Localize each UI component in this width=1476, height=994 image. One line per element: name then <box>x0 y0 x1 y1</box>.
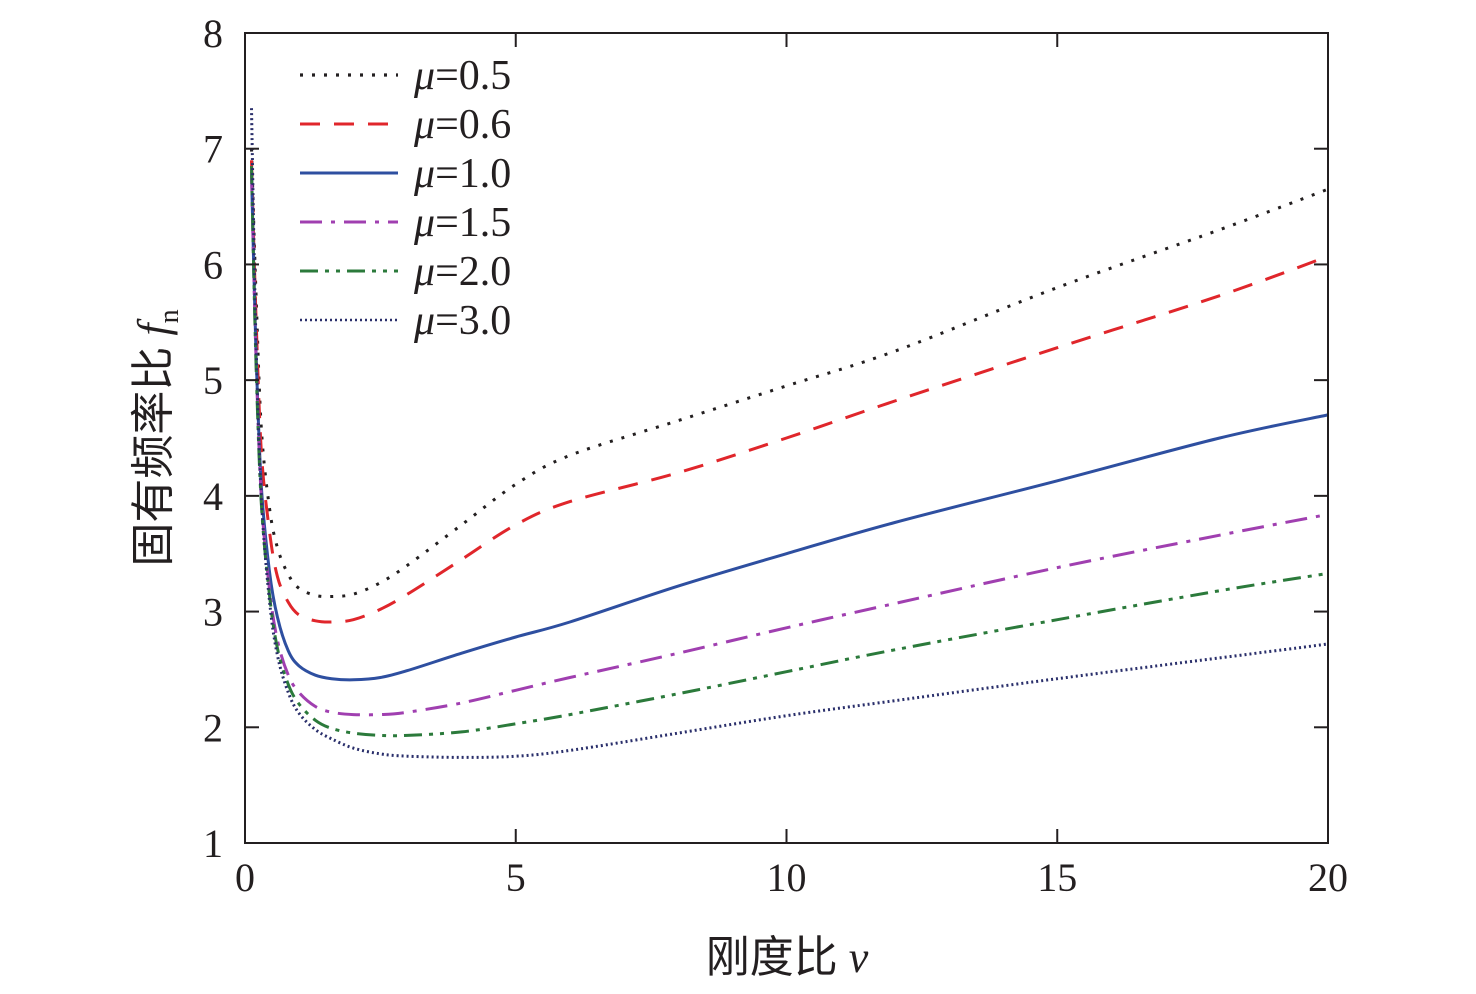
y-tick-labels: 1 2 3 4 5 6 7 8 <box>203 11 223 866</box>
y-tick-label: 3 <box>203 590 223 635</box>
y-tick-label: 7 <box>203 127 223 172</box>
legend: μ=0.5μ=0.6μ=1.0μ=1.5μ=2.0μ=3.0 <box>300 53 511 344</box>
x-tick-label: 20 <box>1308 855 1348 900</box>
y-tick-label: 1 <box>203 821 223 866</box>
y-tick-label: 6 <box>203 242 223 287</box>
y-tick-label: 2 <box>203 705 223 750</box>
series-line-mu-1.5 <box>250 171 1329 717</box>
x-tick-label: 0 <box>235 855 255 900</box>
series-line-mu-0.6 <box>250 160 1329 624</box>
series-line-mu-2.0 <box>250 166 1329 738</box>
x-tick-label: 5 <box>506 855 526 900</box>
x-tick-label: 10 <box>767 855 807 900</box>
series-line-mu-3.0 <box>250 108 1329 759</box>
x-tick-labels: 0 5 10 15 20 <box>235 855 1348 900</box>
legend-label-mu-0.6: μ=0.6 <box>413 102 511 148</box>
legend-label-mu-2.0: μ=2.0 <box>413 249 511 295</box>
axis-ticks <box>244 32 1329 844</box>
legend-label-mu-1.5: μ=1.5 <box>413 200 511 246</box>
legend-label-mu-3.0: μ=3.0 <box>413 298 511 344</box>
y-tick-label: 4 <box>203 474 223 519</box>
y-tick-label: 5 <box>203 358 223 403</box>
y-axis-title: 固有频率比 fn <box>129 309 185 566</box>
plot-lines <box>250 108 1329 759</box>
y-tick-label: 8 <box>203 11 223 56</box>
series-line-mu-0.5 <box>250 148 1329 599</box>
x-tick-label: 15 <box>1037 855 1077 900</box>
legend-label-mu-0.5: μ=0.5 <box>413 53 511 99</box>
series-line-mu-1.0 <box>250 171 1329 682</box>
x-axis-title: 刚度比 v <box>706 933 869 982</box>
legend-label-mu-1.0: μ=1.0 <box>413 151 511 197</box>
